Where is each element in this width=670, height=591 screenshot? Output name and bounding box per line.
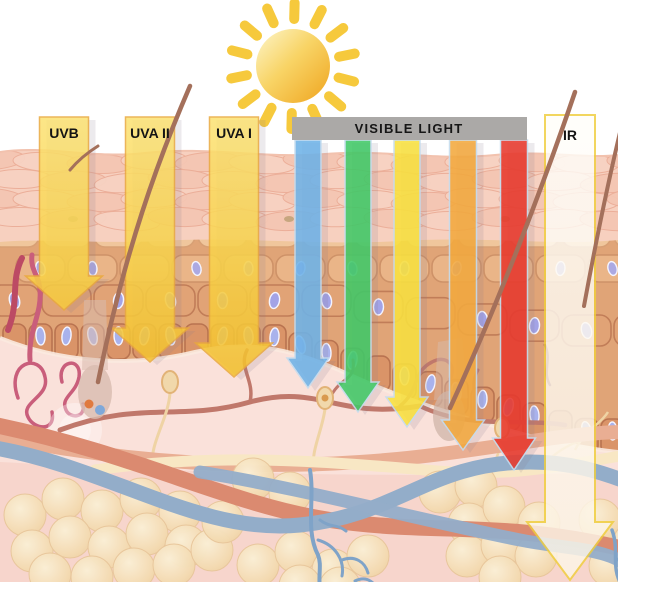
hair-follicle xyxy=(78,300,112,419)
uva2-light-arrow xyxy=(109,116,191,364)
hair-shaft xyxy=(68,144,100,172)
visible-light-label: VISIBLE LIGHT xyxy=(355,121,464,136)
visible-light-banner: VISIBLE LIGHT xyxy=(292,117,527,140)
sun-ray-icon xyxy=(237,89,261,110)
sun-rays-icon xyxy=(226,0,360,134)
yellow-light-arrow xyxy=(384,139,430,429)
orange-light-arrow xyxy=(440,139,486,452)
uvb-light-arrow xyxy=(23,116,105,312)
right-margin xyxy=(618,0,670,591)
sun-ray-icon xyxy=(226,70,252,84)
sun-ray-icon xyxy=(226,45,253,60)
sun-ray-icon xyxy=(262,3,279,29)
green-light-arrow xyxy=(335,139,381,414)
fat-cell xyxy=(41,477,85,521)
ir-light-arrow xyxy=(525,114,615,582)
hair-shaft xyxy=(447,89,578,411)
fat-cell xyxy=(3,493,47,537)
hair-shaft xyxy=(95,83,193,385)
sun xyxy=(226,0,360,134)
ir-label: IR xyxy=(563,127,577,143)
blue-light-arrow xyxy=(285,139,331,390)
fat-cell xyxy=(236,543,280,587)
sun-ray-icon xyxy=(259,102,277,128)
uva2-label: UVA II xyxy=(130,125,170,141)
uvb-label: UVB xyxy=(49,125,79,141)
sun-ray-icon xyxy=(309,4,327,30)
sun-ray-icon xyxy=(325,22,349,43)
sun-ray-icon xyxy=(333,72,360,87)
sun-disc-icon xyxy=(256,29,330,103)
sun-ray-icon xyxy=(323,91,347,112)
light-arrows xyxy=(23,114,615,582)
fat-cell xyxy=(152,543,196,587)
sun-ray-icon xyxy=(334,48,360,62)
uva1-label: UVA I xyxy=(216,125,252,141)
red-light-arrow xyxy=(491,139,537,472)
uva1-light-arrow xyxy=(193,116,275,379)
fat-cell xyxy=(346,534,390,578)
fat-cell xyxy=(48,515,92,559)
sun-ray-icon xyxy=(239,20,263,41)
bottom-margin xyxy=(0,582,670,591)
